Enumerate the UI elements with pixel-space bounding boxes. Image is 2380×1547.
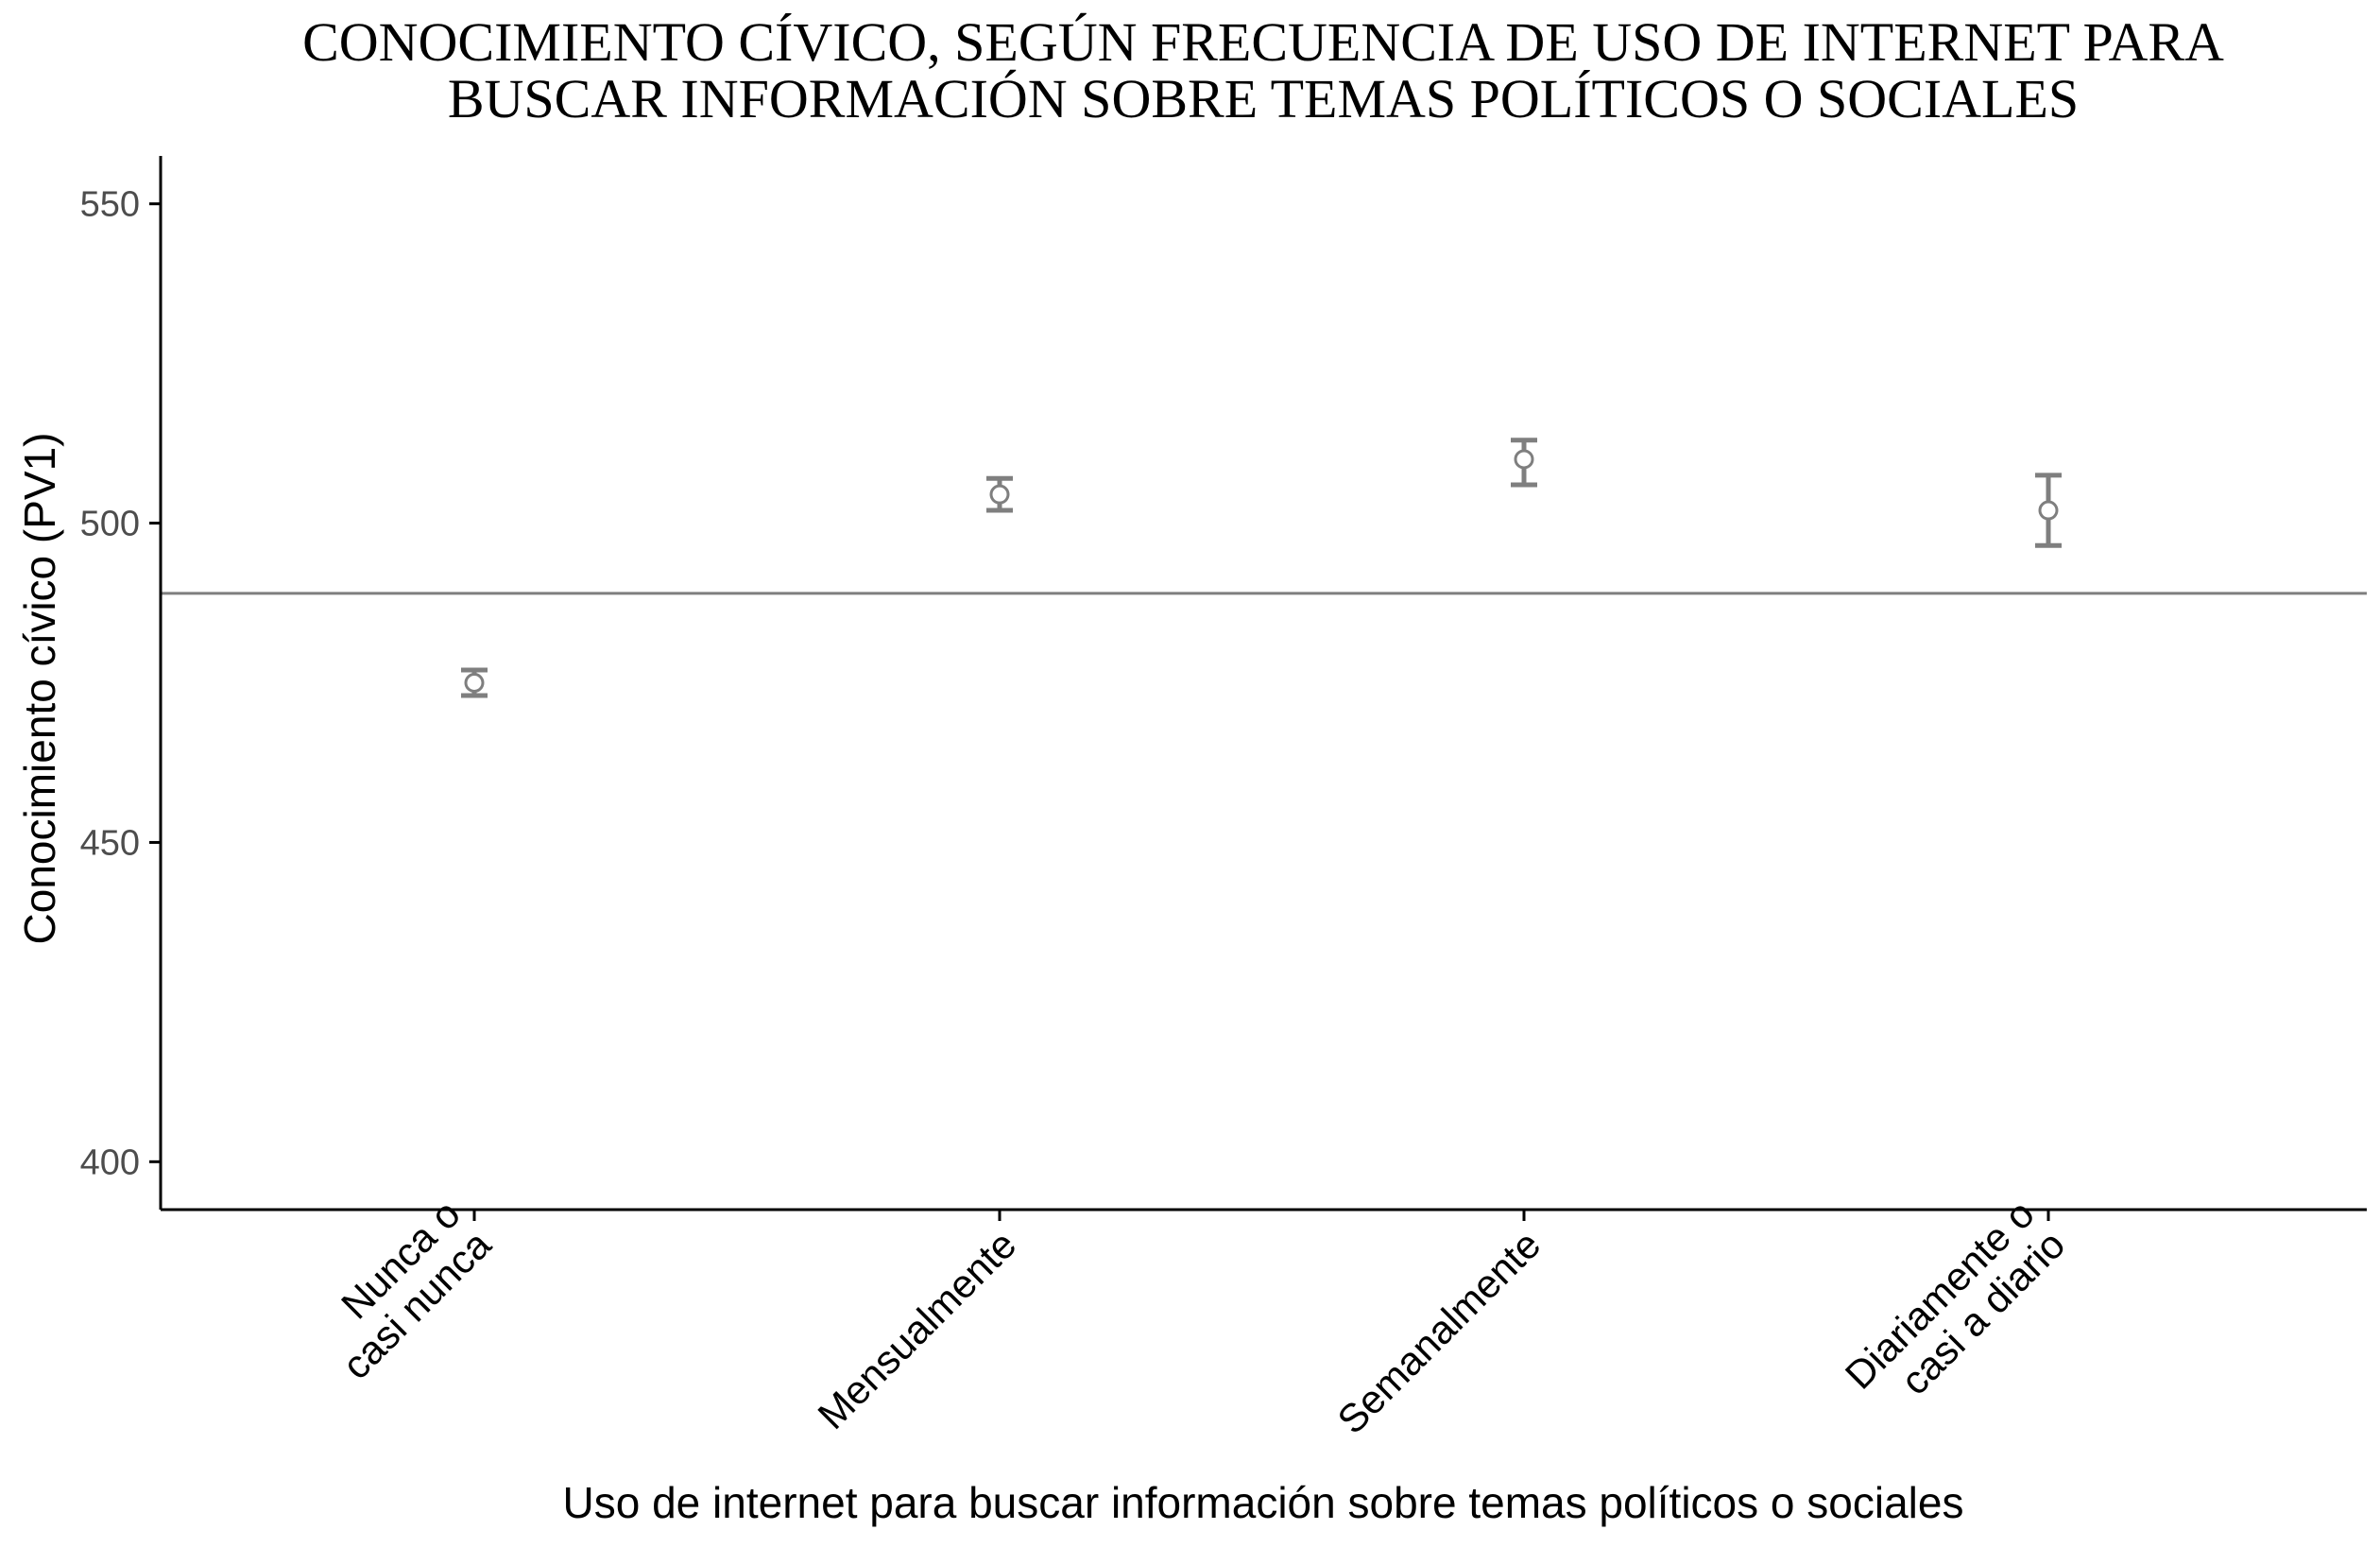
y-tick-label: 500 [80,505,140,544]
chart-title-line: CONOCIMIENTO CÍVICO, SEGÚN FRECUENCIA DE… [302,11,2224,73]
plot-area [161,438,2367,698]
x-tick-label-line: Semanalmente [1328,1222,1549,1442]
x-tick-label: Semanalmente [1328,1222,1549,1442]
x-axis-title: Uso de internet para buscar información … [563,1478,1964,1527]
data-point [989,484,1010,505]
data-point [2038,500,2059,521]
data-point [1514,449,1534,470]
x-tick-label-line: Mensualmente [809,1222,1024,1437]
y-tick-label: 400 [80,1143,140,1182]
x-tick-label: Mensualmente [809,1222,1024,1437]
chart-title-line: BUSCAR INFORMACIÓN SOBRE TEMAS POLÍTICOS… [448,68,2079,129]
chart-title: CONOCIMIENTO CÍVICO, SEGÚN FRECUENCIA DE… [302,11,2224,129]
y-axis-title: Conocimiento cívico (PV1) [15,433,64,945]
data-point [464,673,485,693]
y-tick-label: 550 [80,185,140,225]
y-tick-label: 450 [80,823,140,863]
y-axis: 400 450 500 550 [80,156,163,1210]
